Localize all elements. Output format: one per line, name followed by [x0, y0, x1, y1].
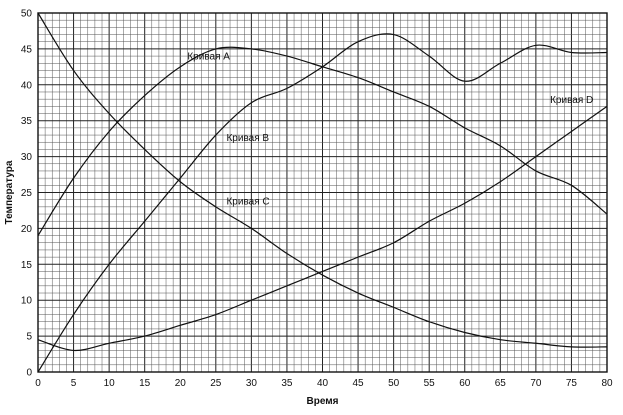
y-tick-label: 10: [21, 296, 33, 307]
x-tick-label: 20: [175, 378, 187, 389]
x-tick-label: 65: [495, 378, 507, 389]
x-tick-label: 15: [139, 378, 151, 389]
series-line-b: [37, 33, 608, 373]
x-tick-label: 10: [104, 378, 116, 389]
x-tick-label: 75: [566, 378, 578, 389]
x-tick-label: 50: [388, 378, 400, 389]
series-label-d: Кривая D: [550, 95, 593, 106]
x-tick-label: 25: [210, 378, 222, 389]
chart-tick-labels: 0 5 10 15 20 25 30 35 40 45 50 55 60 65 70 75 80 0 5 10 15 20…: [21, 9, 613, 390]
chart-curve-labels: Кривая A Кривая B Кривая C Кривая D: [187, 52, 593, 208]
series-label-a: Кривая A: [187, 52, 230, 63]
x-tick-label: 5: [71, 378, 77, 389]
chart-grid: [37, 12, 608, 373]
y-tick-label: 30: [21, 152, 33, 163]
y-tick-label: 0: [26, 368, 32, 379]
y-tick-label: 25: [21, 188, 33, 199]
y-tick-label: 45: [21, 44, 33, 55]
x-tick-label: 40: [317, 378, 329, 389]
series-line-d: [37, 105, 608, 352]
series-label-b: Кривая B: [226, 133, 269, 144]
plot-frame: [37, 12, 608, 373]
y-tick-label: 50: [21, 9, 33, 20]
x-tick-label: 55: [424, 378, 436, 389]
series-label-c: Кривая C: [226, 197, 269, 208]
x-tick-label: 35: [281, 378, 293, 389]
y-axis-title: Температура: [4, 160, 15, 224]
x-tick-label: 80: [601, 378, 613, 389]
chart-curves: [37, 12, 608, 373]
y-tick-label: 5: [26, 332, 32, 343]
series-line-c: [37, 12, 608, 348]
y-tick-label: 15: [21, 260, 33, 271]
x-tick-label: 30: [246, 378, 258, 389]
y-tick-label: 35: [21, 116, 33, 127]
y-tick-label: 20: [21, 224, 33, 235]
x-tick-label: 45: [353, 378, 365, 389]
x-axis-title: Время: [307, 396, 339, 407]
x-tick-label: 0: [35, 378, 41, 389]
x-tick-label: 70: [530, 378, 542, 389]
x-tick-label: 60: [459, 378, 471, 389]
y-tick-label: 40: [21, 80, 33, 91]
